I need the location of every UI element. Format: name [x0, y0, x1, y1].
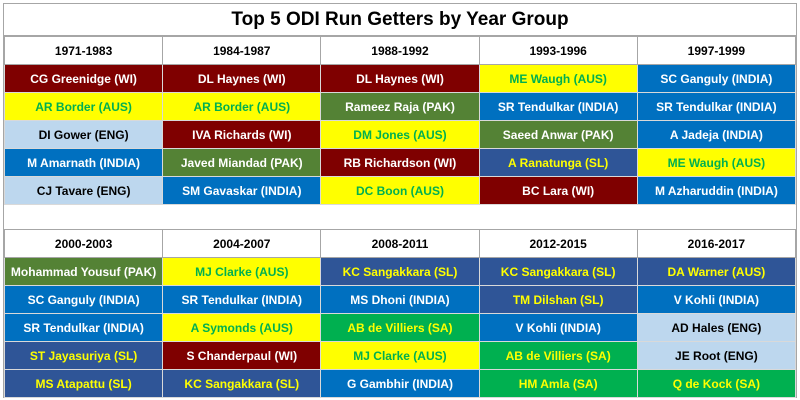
cell: KC Sangakkara (SL): [162, 369, 322, 398]
row: CJ Tavare (ENG) SM Gavaskar (INDIA) DC Boo…: [3, 176, 797, 205]
cell: CJ Tavare (ENG): [3, 176, 164, 205]
title: Top 5 ODI Run Getters by Year Group: [4, 4, 796, 36]
row: ST Jayasuriya (SL) S Chanderpaul (WI) MJ C…: [3, 341, 797, 370]
cell: KC Sangakkara (SL): [478, 257, 638, 286]
cell: JE Root (ENG): [636, 341, 797, 370]
row: SR Tendulkar (INDIA) A Symonds (AUS) AB de…: [3, 313, 797, 342]
sheet: Top 5 ODI Run Getters by Year Group 1971…: [3, 3, 797, 398]
row: MS Atapattu (SL) KC Sangakkara (SL) G Gamb…: [3, 369, 797, 398]
cell: V Kohli (INDIA): [478, 313, 638, 342]
cell: SR Tendulkar (INDIA): [3, 313, 164, 342]
cell: AD Hales (ENG): [636, 313, 797, 342]
cell: MJ Clarke (AUS): [320, 341, 480, 370]
column-header: 2004-2007: [162, 229, 322, 258]
cell: SR Tendulkar (INDIA): [478, 92, 638, 121]
column-header: 1993-1996: [478, 36, 638, 65]
cell: MS Atapattu (SL): [3, 369, 164, 398]
cell: Saeed Anwar (PAK): [478, 120, 638, 149]
column-header: 1984-1987: [162, 36, 322, 65]
column-header: 2012-2015: [478, 229, 638, 258]
cell: Javed Miandad (PAK): [162, 148, 322, 177]
cell: DC Boon (AUS): [320, 176, 480, 205]
column-header: 2008-2011: [320, 229, 480, 258]
cell: SC Ganguly (INDIA): [636, 64, 797, 93]
cell: G Gambhir (INDIA): [320, 369, 480, 398]
row: M Amarnath (INDIA) Javed Miandad (PAK) RB …: [3, 148, 797, 177]
cell: SM Gavaskar (INDIA): [162, 176, 322, 205]
cell: ME Waugh (AUS): [478, 64, 638, 93]
cell: DL Haynes (WI): [162, 64, 322, 93]
row: CG Greenidge (WI) DL Haynes (WI) DL Haynes…: [3, 64, 797, 93]
row: SC Ganguly (INDIA) SR Tendulkar (INDIA) MS…: [3, 285, 797, 314]
header-row: 1971-1983 1984-1987 1988-1992 1993-1996 1997…: [3, 36, 797, 65]
cell: DL Haynes (WI): [320, 64, 480, 93]
cell: HM Amla (SA): [478, 369, 638, 398]
row: Mohammad Yousuf (PAK) MJ Clarke (AUS) KC S…: [3, 257, 797, 286]
cell: BC Lara (WI): [478, 176, 638, 205]
table: 2000-2003 2004-2007 2008-2011 2012-2015 2016…: [3, 229, 797, 398]
cell: M Amarnath (INDIA): [3, 148, 164, 177]
cell: AB de Villiers (SA): [478, 341, 638, 370]
cell: Rameez Raja (PAK): [320, 92, 480, 121]
row: DI Gower (ENG) IVA Richards (WI) DM Jones …: [3, 120, 797, 149]
column-header: 1997-1999: [636, 36, 797, 65]
cell: SR Tendulkar (INDIA): [162, 285, 322, 314]
cell: AR Border (AUS): [3, 92, 164, 121]
cell: DI Gower (ENG): [3, 120, 164, 149]
cell: S Chanderpaul (WI): [162, 341, 322, 370]
cell: A Jadeja (INDIA): [636, 120, 797, 149]
cell: KC Sangakkara (SL): [320, 257, 480, 286]
cell: CG Greenidge (WI): [3, 64, 164, 93]
column-header: 1988-1992: [320, 36, 480, 65]
cell: MS Dhoni (INDIA): [320, 285, 480, 314]
cell: Q de Kock (SA): [636, 369, 797, 398]
column-header: 2000-2003: [3, 229, 164, 258]
cell: SC Ganguly (INDIA): [3, 285, 164, 314]
cell: A Symonds (AUS): [162, 313, 322, 342]
cell: SR Tendulkar (INDIA): [636, 92, 797, 121]
cell: TM Dilshan (SL): [478, 285, 638, 314]
row: AR Border (AUS) AR Border (AUS) Rameez Raj…: [3, 92, 797, 121]
cell: AB de Villiers (SA): [320, 313, 480, 342]
table: 1971-1983 1984-1987 1988-1992 1993-1996 1997…: [3, 36, 797, 205]
header-row: 2000-2003 2004-2007 2008-2011 2012-2015 2016…: [3, 229, 797, 258]
cell: DM Jones (AUS): [320, 120, 480, 149]
cell: DA Warner (AUS): [636, 257, 797, 286]
cell: AR Border (AUS): [162, 92, 322, 121]
cell: ST Jayasuriya (SL): [3, 341, 164, 370]
cell: MJ Clarke (AUS): [162, 257, 322, 286]
column-header: 1971-1983: [3, 36, 164, 65]
cell: A Ranatunga (SL): [478, 148, 638, 177]
cell: V Kohli (INDIA): [636, 285, 797, 314]
cell: ME Waugh (AUS): [636, 148, 797, 177]
cell: RB Richardson (WI): [320, 148, 480, 177]
cell: M Azharuddin (INDIA): [636, 176, 797, 205]
column-header: 2016-2017: [636, 229, 797, 258]
cell: Mohammad Yousuf (PAK): [3, 257, 164, 286]
cell: IVA Richards (WI): [162, 120, 322, 149]
